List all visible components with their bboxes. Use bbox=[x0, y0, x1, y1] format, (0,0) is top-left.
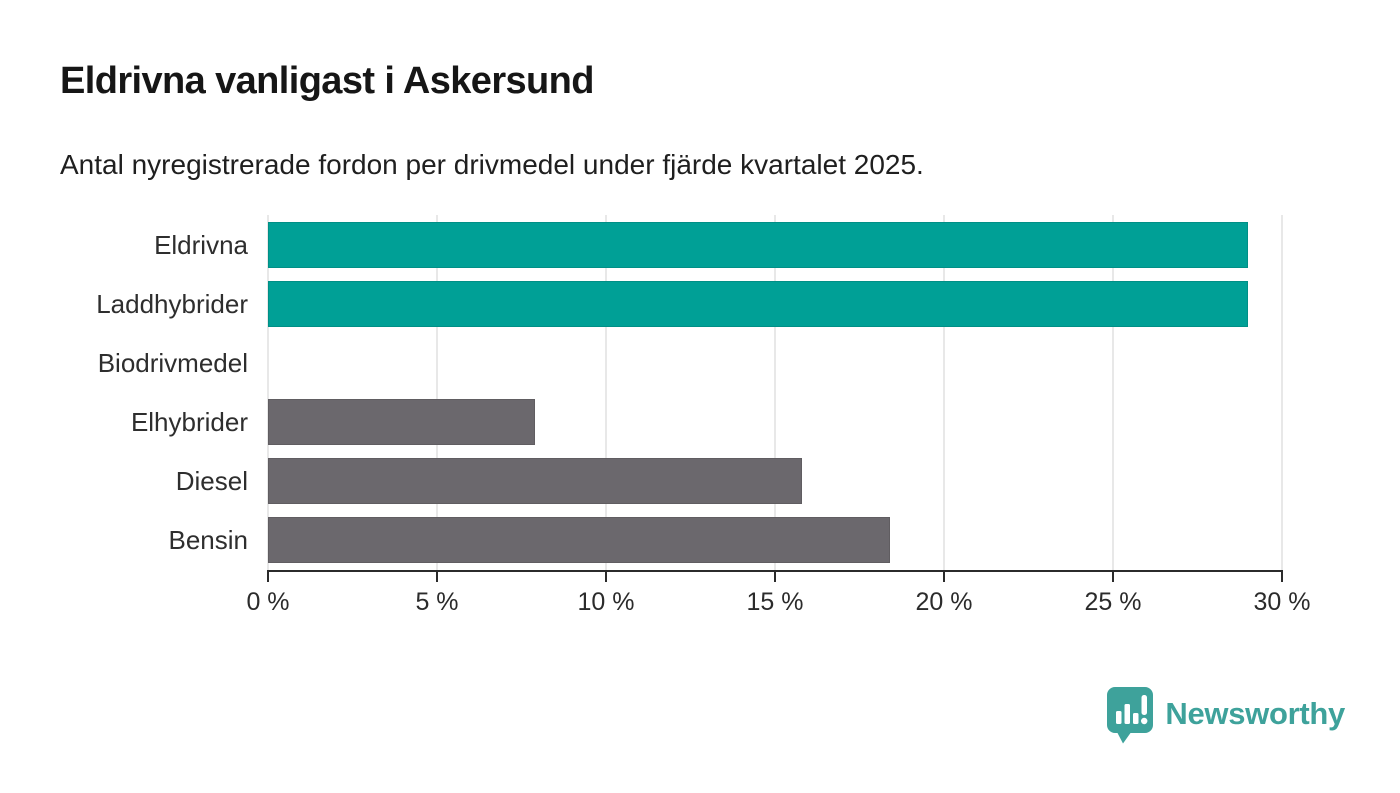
gridline bbox=[1112, 215, 1114, 570]
gridline bbox=[267, 215, 269, 570]
bar-row: Eldrivna bbox=[0, 215, 1400, 274]
newsworthy-icon bbox=[1107, 687, 1154, 744]
gridline bbox=[605, 215, 607, 570]
bar-eldrivna bbox=[268, 221, 1249, 268]
newsworthy-logo: Newsworthy bbox=[1106, 686, 1345, 744]
bar-chart: Eldrivna Laddhybrider Biodrivmedel Elhybrid… bbox=[0, 215, 1400, 635]
chart-subtitle: Antal nyregistrerade fordon per drivmede… bbox=[60, 149, 924, 180]
category-label: Diesel bbox=[175, 466, 248, 497]
bar-track bbox=[268, 399, 1282, 446]
bar-track bbox=[268, 340, 1282, 386]
axis-tick-label: 30 % bbox=[1253, 588, 1311, 616]
axis-tick bbox=[943, 570, 945, 582]
gridline bbox=[774, 215, 776, 570]
gridline bbox=[943, 215, 945, 570]
bar-row: Diesel bbox=[0, 452, 1400, 511]
bar-diesel bbox=[268, 458, 803, 505]
bar-rows: Eldrivna Laddhybrider Biodrivmedel Elhybrid… bbox=[0, 215, 1400, 570]
category-label: Eldrivna bbox=[154, 229, 248, 260]
axis-tick-label: 15 % bbox=[746, 588, 804, 616]
bar-row: Laddhybrider bbox=[0, 274, 1400, 333]
bar-track bbox=[268, 458, 1282, 505]
newsworthy-wordmark: Newsworthy bbox=[1165, 695, 1345, 731]
axis-tick-label: 5 % bbox=[415, 588, 459, 616]
category-label: Bensin bbox=[168, 525, 249, 556]
gridline bbox=[1281, 215, 1283, 570]
bar-row: Elhybrider bbox=[0, 393, 1400, 452]
bar-track bbox=[268, 280, 1282, 327]
axis-tick-label: 0 % bbox=[246, 588, 290, 616]
bar-laddhybrider bbox=[268, 280, 1249, 327]
bar-bensin bbox=[268, 517, 890, 564]
bar-track bbox=[268, 517, 1282, 564]
bar-row: Biodrivmedel bbox=[0, 333, 1400, 392]
axis-tick bbox=[1112, 570, 1114, 582]
axis-tick bbox=[1281, 570, 1283, 582]
axis-tick bbox=[774, 570, 776, 582]
gridline bbox=[436, 215, 438, 570]
bar-track bbox=[268, 221, 1282, 268]
axis-tick bbox=[605, 570, 607, 582]
axis-tick-label: 20 % bbox=[915, 588, 973, 616]
axis-tick bbox=[436, 570, 438, 582]
bar-row: Bensin bbox=[0, 511, 1400, 570]
axis-tick bbox=[267, 570, 269, 582]
axis-tick-label: 25 % bbox=[1084, 588, 1142, 616]
category-label: Elhybrider bbox=[130, 407, 248, 438]
category-label: Biodrivmedel bbox=[97, 347, 248, 378]
chart-title: Eldrivna vanligast i Askersund bbox=[60, 60, 595, 102]
category-label: Laddhybrider bbox=[96, 288, 248, 319]
plot-area bbox=[267, 215, 1283, 570]
bar-elhybrider bbox=[268, 399, 536, 446]
axis-tick-label: 10 % bbox=[577, 588, 635, 616]
